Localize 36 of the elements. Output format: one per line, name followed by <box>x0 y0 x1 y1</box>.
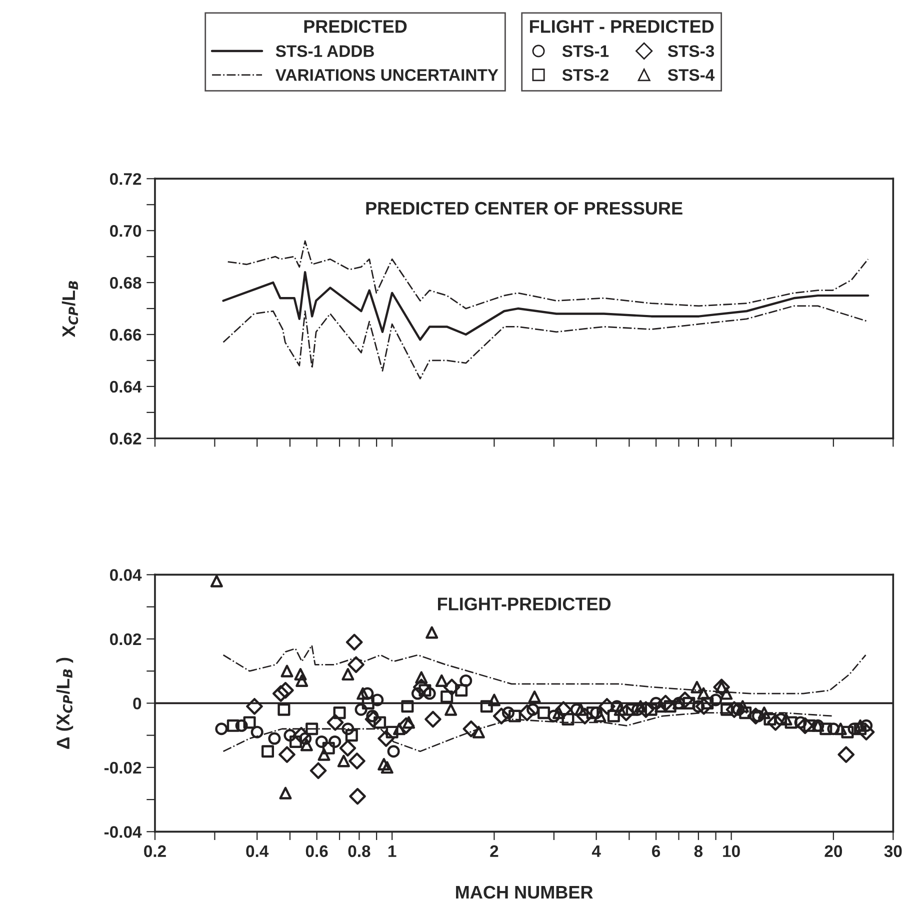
y-tick-label: 0.68 <box>110 276 142 289</box>
text: FLIGHT-PREDICTED <box>438 598 611 610</box>
x-tick-label: 6 <box>652 845 660 858</box>
y-tick-label: -0.02 <box>104 762 142 774</box>
legend-title: PREDICTED <box>304 20 407 33</box>
legend-label: STS-1 ADDB <box>276 45 374 58</box>
text: PREDICTED CENTER OF PRESSURE <box>366 202 682 215</box>
y-tick-label: 0.64 <box>110 380 142 393</box>
y-axis-title: Δ (X$_{CP}$/L$_{B}$ ) <box>56 658 74 749</box>
legend-title: FLIGHT - PREDICTED <box>530 20 714 33</box>
x-tick-label: 0.4 <box>246 845 269 858</box>
legend-label: STS-4 <box>668 69 715 81</box>
y-tick-label: 0.72 <box>110 173 142 185</box>
y-tick-label: 0.70 <box>110 225 142 237</box>
x-tick-label: 20 <box>824 845 842 858</box>
y-tick-label: 0.02 <box>110 633 142 646</box>
x-tick-label: 10 <box>723 845 740 858</box>
legend-label: STS-3 <box>668 45 714 58</box>
y-tick-label: 0.66 <box>110 328 142 341</box>
x-tick-label: 0.2 <box>144 845 166 858</box>
y-axis-title: X$_{CP}$/L$_{B}$ <box>62 281 78 338</box>
x-axis-title: MACH NUMBER <box>456 886 593 899</box>
y-tick-label: 0.04 <box>110 569 142 581</box>
x-tick-label: 0.8 <box>348 845 370 858</box>
legend-label: VARIATIONS UNCERTAINTY <box>275 69 498 81</box>
x-tick-label: 30 <box>884 845 902 858</box>
y-tick-label: 0.62 <box>110 432 142 445</box>
y-tick-label: -0.04 <box>104 826 142 838</box>
x-tick-label: 8 <box>694 845 703 858</box>
x-tick-label: 1 <box>388 845 396 857</box>
x-tick-label: 0.6 <box>306 845 328 858</box>
y-tick-label: 0 <box>133 698 142 710</box>
legend-label: STS-1 <box>562 45 609 58</box>
x-tick-label: 4 <box>592 845 601 857</box>
x-tick-label: 2 <box>490 845 498 857</box>
legend-label: STS-2 <box>562 69 608 81</box>
